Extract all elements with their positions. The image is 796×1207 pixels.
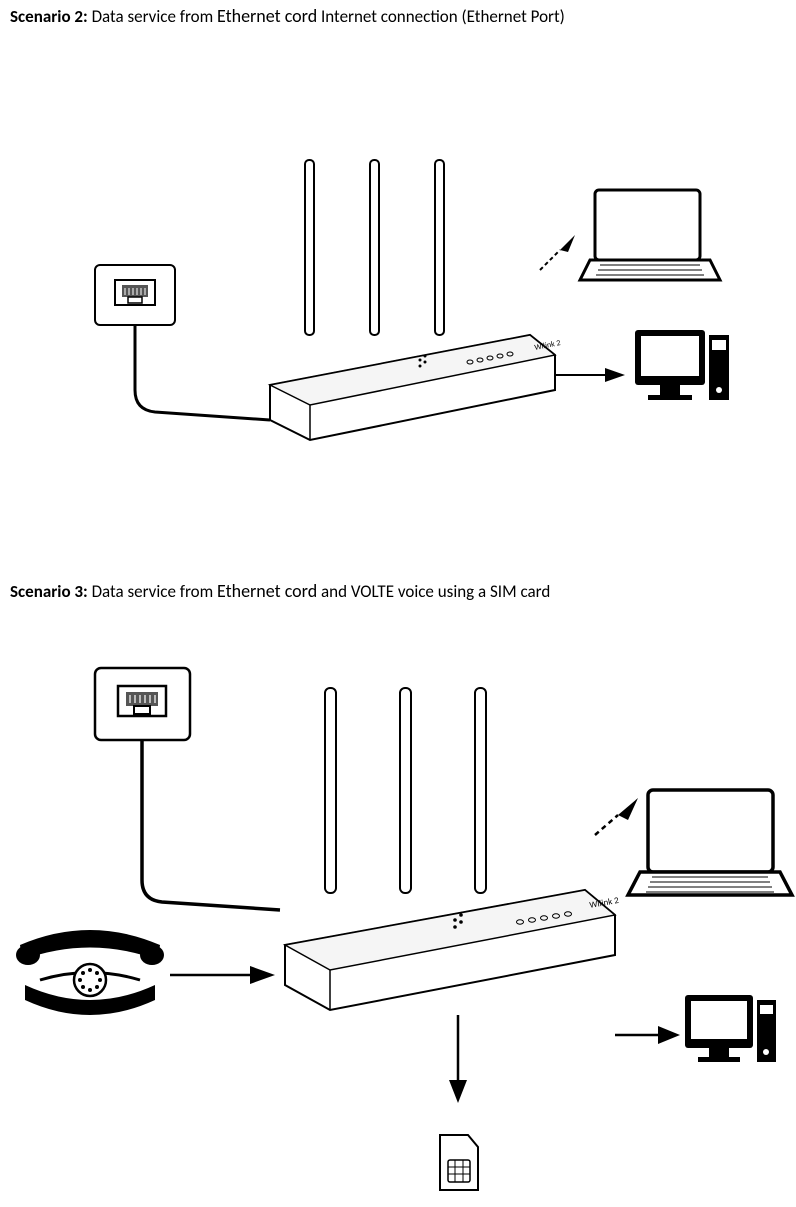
wall-jack-icon <box>95 265 175 325</box>
arrow-to-laptop <box>618 798 638 820</box>
desktop-icon <box>685 995 776 1062</box>
scenario3-text1: Data service from <box>88 581 217 602</box>
scenario2-diagram: Wilink 2 <box>0 130 796 480</box>
scenario2-emph: Ethernet cord <box>217 5 317 27</box>
phone-icon <box>16 930 164 1015</box>
router-icon: Wilink 2 <box>285 688 620 1010</box>
scenario3-emph: Ethernet cord <box>217 580 317 602</box>
scenario3-prefix: Scenario 3: <box>10 581 88 602</box>
cable-to-router <box>142 740 280 910</box>
wall-jack-icon <box>95 668 190 740</box>
scenario2-prefix: Scenario 2: <box>10 6 88 27</box>
link-to-laptop <box>595 815 618 835</box>
arrow-to-laptop <box>560 235 575 252</box>
link-to-laptop <box>540 250 560 270</box>
arrow-to-desktop <box>658 1026 680 1044</box>
router-icon: Wilink 2 <box>270 160 561 440</box>
desktop-icon <box>635 330 729 400</box>
laptop-icon <box>580 190 720 280</box>
arrow-to-sim <box>449 1080 467 1103</box>
scenario2-text1: Data service from <box>88 6 217 27</box>
arrow-phone-router <box>250 966 275 984</box>
scenario3-diagram: Wilink 2 <box>0 640 796 1200</box>
scenario2-suffix: Internet connection (Ethernet Port) <box>317 6 565 27</box>
sim-icon <box>440 1135 478 1190</box>
scenario2-heading: Scenario 2: Data service from Ethernet c… <box>10 5 565 28</box>
cable-to-router <box>135 325 270 420</box>
scenario3-suffix: and VOLTE voice using a SIM card <box>317 581 550 602</box>
scenario3-heading: Scenario 3: Data service from Ethernet c… <box>10 580 550 603</box>
laptop-icon <box>628 790 792 895</box>
arrow-to-desktop <box>605 368 625 382</box>
